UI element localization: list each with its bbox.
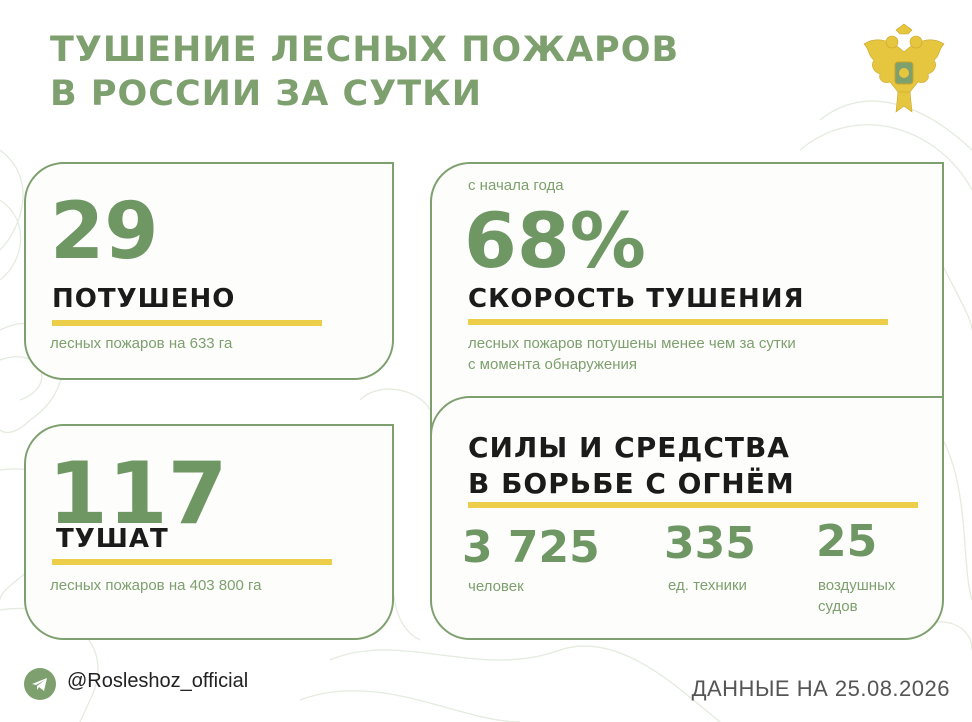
title-line-1: ТУШЕНИЕ ЛЕСНЫХ ПОЖАРОВ [50,30,680,70]
extinguished-underline [52,320,322,326]
speed-note-line-1: лесных пожаров потушены менее чем за сут… [468,335,796,352]
forces-card [430,396,944,640]
extinguished-number: 29 [50,187,159,277]
forces-title: СИЛЫ И СРЕДСТВА В БОРЬБЕ С ОГНЁМ [468,430,795,502]
speed-note-line-2: с момента обнаружения [468,356,638,373]
title-line-2: В РОССИИ ЗА СУТКИ [50,74,482,114]
stat-people-label: человек [468,578,524,595]
data-date: ДАННЫЕ НА 25.08.2026 [691,676,950,701]
forces-title-line-1: СИЛЫ И СРЕДСТВА [468,431,790,464]
stat-vehicles-value: 335 [664,518,756,569]
burning-underline [52,559,332,565]
burning-note: лесных пожаров на 403 800 га [50,577,262,594]
speed-underline [468,319,888,325]
burning-label: ТУШАТ [56,524,169,554]
burning-number: 117 [48,444,228,544]
double-headed-eagle-emblem-icon [863,23,945,113]
telegram-handle-link[interactable]: @Rosleshoz_official [67,670,249,692]
stat-aircraft-label: воздушных судов [818,575,895,617]
forces-underline [468,502,918,508]
telegram-icon[interactable] [24,668,56,700]
stat-aircraft-label-line-2: судов [818,598,858,615]
speed-number: 68% [464,196,646,285]
speed-note: лесных пожаров потушены менее чем за сут… [468,333,796,375]
page-title: ТУШЕНИЕ ЛЕСНЫХ ПОЖАРОВ В РОССИИ ЗА СУТКИ [50,28,679,116]
speed-kicker: с начала года [468,177,564,194]
extinguished-note: лесных пожаров на 633 га [50,335,233,352]
stat-vehicles-label: ед. техники [668,577,747,594]
speed-label: СКОРОСТЬ ТУШЕНИЯ [468,284,805,314]
stat-people-value: 3 725 [462,522,600,573]
forces-title-line-2: В БОРЬБЕ С ОГНЁМ [468,467,795,500]
burning-card [24,424,394,640]
stat-aircraft-value: 25 [816,516,878,567]
extinguished-card [24,162,394,380]
extinguished-label: ПОТУШЕНО [52,284,236,314]
stat-aircraft-label-line-1: воздушных [818,577,896,594]
